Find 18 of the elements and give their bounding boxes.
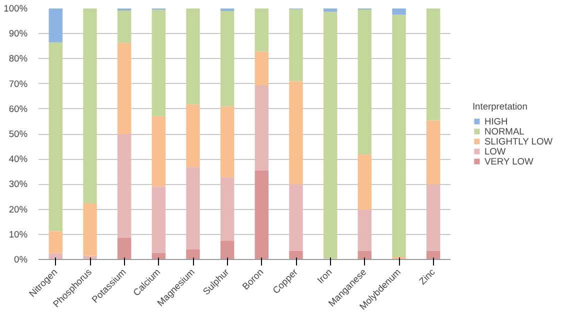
legend-label: SLIGHTLY LOW [484, 136, 553, 146]
y-tick-label: 100% [4, 4, 28, 14]
y-tick-label: 50% [8, 129, 28, 139]
legend-label: LOW [484, 146, 506, 156]
legend-title: Interpretation [472, 101, 528, 111]
y-tick-label: 80% [8, 54, 28, 64]
legend-label: VERY LOW [484, 156, 534, 166]
legend-label: NORMAL [484, 126, 524, 136]
x-tick-label: Zinc [417, 266, 438, 286]
y-tick-label: 20% [8, 204, 28, 214]
y-tick-label: 30% [8, 179, 28, 190]
y-tick-label: 40% [8, 154, 28, 164]
y-tick-label: 70% [8, 78, 28, 89]
y-tick-label: 0% [14, 254, 28, 264]
y-tick-label: 10% [8, 229, 28, 240]
legend-label: HIGH [484, 116, 508, 126]
y-tick-label: 90% [8, 28, 28, 39]
y-tick-label: 60% [8, 104, 28, 114]
